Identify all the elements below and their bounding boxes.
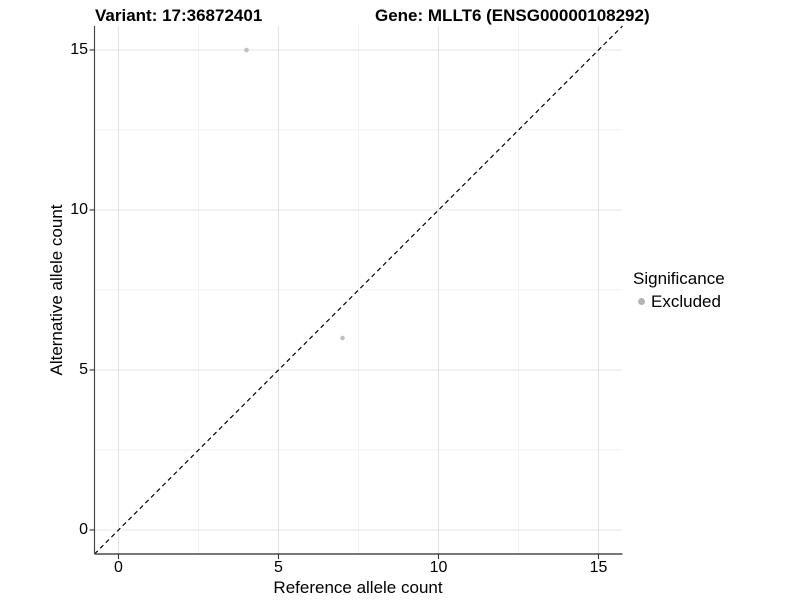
x-tick-label: 5 [274,559,283,576]
y-axis-title: Alternative allele count [47,204,66,376]
identity-line [94,25,623,555]
legend-items: Excluded [633,292,725,311]
y-tick-label: 15 [70,41,88,58]
y-tick-label: 5 [79,361,88,378]
data-point [244,47,249,53]
x-tick-label: 0 [114,559,123,576]
data-point [340,335,345,341]
x-axis-title: Reference allele count [273,578,443,597]
x-tick-label: 10 [429,559,448,576]
legend-point-icon [638,298,645,305]
legend-label: Excluded [651,292,721,311]
legend-title: Significance [633,269,725,288]
y-tick-label: 0 [79,521,88,538]
y-tick-label: 10 [70,201,88,218]
x-tick-label: 15 [589,559,608,576]
plot-title-gene: Gene: MLLT6 (ENSG00000108292) [375,6,650,25]
legend-item: Excluded [638,292,725,311]
legend: Significance Excluded [633,269,725,311]
plot-title-variant: Variant: 17:36872401 [95,6,263,25]
